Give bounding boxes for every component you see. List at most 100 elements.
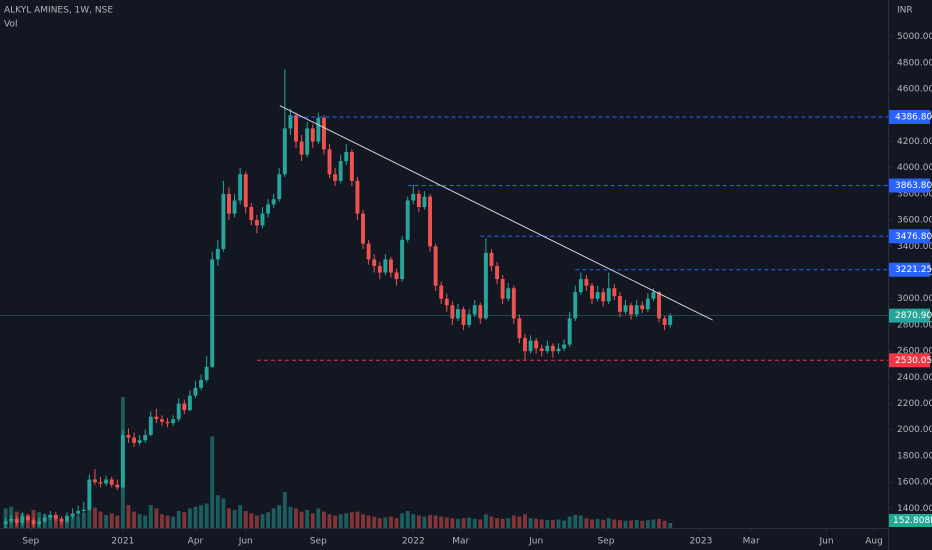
- last-price-tag: [889, 308, 930, 323]
- candle-body: [344, 151, 349, 162]
- volume-bar: [249, 513, 254, 528]
- candle-body: [9, 518, 14, 522]
- volume-bar: [428, 514, 432, 528]
- volume-bar: [444, 517, 449, 528]
- volume-bar: [115, 515, 120, 528]
- volume-bar: [400, 513, 405, 528]
- candle-body: [562, 344, 567, 349]
- volume-bar: [534, 518, 539, 528]
- x-tick-label: 2022: [402, 537, 425, 547]
- volume-bar: [472, 518, 477, 528]
- candle-body: [76, 510, 81, 514]
- volume-bar: [271, 508, 276, 528]
- volume-bar: [349, 512, 354, 528]
- volume-bar: [210, 436, 215, 528]
- candle-body: [48, 514, 53, 518]
- volume-bar: [299, 511, 304, 528]
- volume-bar: [450, 518, 455, 528]
- candle-body: [612, 288, 617, 297]
- candle-body: [456, 309, 460, 319]
- candle-body: [59, 518, 64, 522]
- candle-body: [489, 252, 494, 266]
- volume-bar: [310, 513, 315, 528]
- candle-body: [254, 220, 259, 226]
- candle-body: [65, 516, 69, 522]
- volume-bar: [53, 516, 58, 528]
- volume-bar: [517, 516, 522, 528]
- plot-area: [0, 69, 888, 528]
- volume-bar: [411, 514, 416, 528]
- volume-bar: [366, 515, 371, 528]
- volume-bar: [506, 518, 511, 528]
- candle-body: [14, 518, 19, 523]
- candle-body: [210, 259, 215, 367]
- volume-bar: [657, 518, 661, 528]
- candle-body: [444, 298, 449, 306]
- candle-body: [165, 421, 170, 424]
- candle-body: [383, 259, 388, 273]
- volume-bar: [165, 515, 170, 528]
- volume-bar: [511, 515, 516, 528]
- volume-bar: [104, 514, 109, 528]
- volume-bar: [199, 505, 204, 528]
- candle-body: [567, 318, 572, 345]
- volume-bar: [422, 516, 427, 528]
- volume-bar: [321, 511, 326, 528]
- x-tick-label: Mar: [452, 537, 469, 547]
- y-tick-label: 2600.00: [897, 347, 932, 357]
- candle-body: [657, 292, 661, 319]
- level-tag: [889, 110, 930, 125]
- volume-bar: [539, 519, 544, 528]
- candle-body: [305, 128, 310, 155]
- y-tick-label: 2400.00: [897, 373, 932, 383]
- price-axis: 1400.00 1600.00 1800.00 2000.00 2200.00 2400.…: [888, 32, 932, 527]
- x-tick-label: Aug: [865, 537, 883, 547]
- volume-bar: [154, 508, 159, 528]
- candle-body: [104, 479, 109, 484]
- candle-body: [143, 434, 148, 441]
- volume-bar: [316, 508, 321, 528]
- candle-body: [327, 149, 332, 175]
- volume-bar: [288, 506, 293, 528]
- candle-body: [316, 117, 321, 142]
- x-tick-label: Jun: [528, 537, 543, 547]
- candle-body: [472, 305, 477, 315]
- volume-bar: [76, 516, 81, 528]
- candle-body: [517, 318, 522, 339]
- volume-bar: [70, 514, 75, 528]
- candle-body: [584, 279, 589, 286]
- volume-bar: [126, 505, 131, 528]
- candle-body: [550, 345, 555, 352]
- volume-bar: [355, 511, 360, 528]
- candle-body: [243, 174, 248, 208]
- candle-body: [578, 279, 583, 293]
- volume-bar: [372, 516, 377, 528]
- candle-body: [42, 517, 47, 522]
- volume-bar: [388, 516, 393, 528]
- candle-body: [333, 174, 338, 181]
- volume-bar: [662, 520, 667, 528]
- level-label: 4386.80: [895, 113, 932, 123]
- level-tag: [889, 229, 930, 244]
- y-tick-label: 4800.00: [897, 58, 932, 68]
- candle-body: [299, 141, 304, 155]
- volume-bar: [439, 516, 444, 528]
- candle-body: [282, 128, 287, 175]
- candle-body: [668, 315, 673, 325]
- volume-bar: [495, 518, 500, 528]
- volume-bar: [416, 515, 421, 528]
- volume-bar: [528, 518, 533, 528]
- candle-body: [115, 484, 120, 488]
- candle-body: [132, 437, 136, 443]
- x-tick-label: Jun: [238, 537, 253, 547]
- volume-bar: [394, 518, 399, 528]
- y-tick-label: 3600.00: [897, 216, 932, 226]
- volume-bar: [623, 520, 628, 528]
- level-label: 3476.80: [895, 232, 932, 242]
- volume-bar: [282, 492, 287, 528]
- candle-body: [556, 348, 561, 352]
- candle-body: [182, 403, 187, 411]
- candle-body: [523, 338, 527, 352]
- candle-body: [238, 174, 243, 201]
